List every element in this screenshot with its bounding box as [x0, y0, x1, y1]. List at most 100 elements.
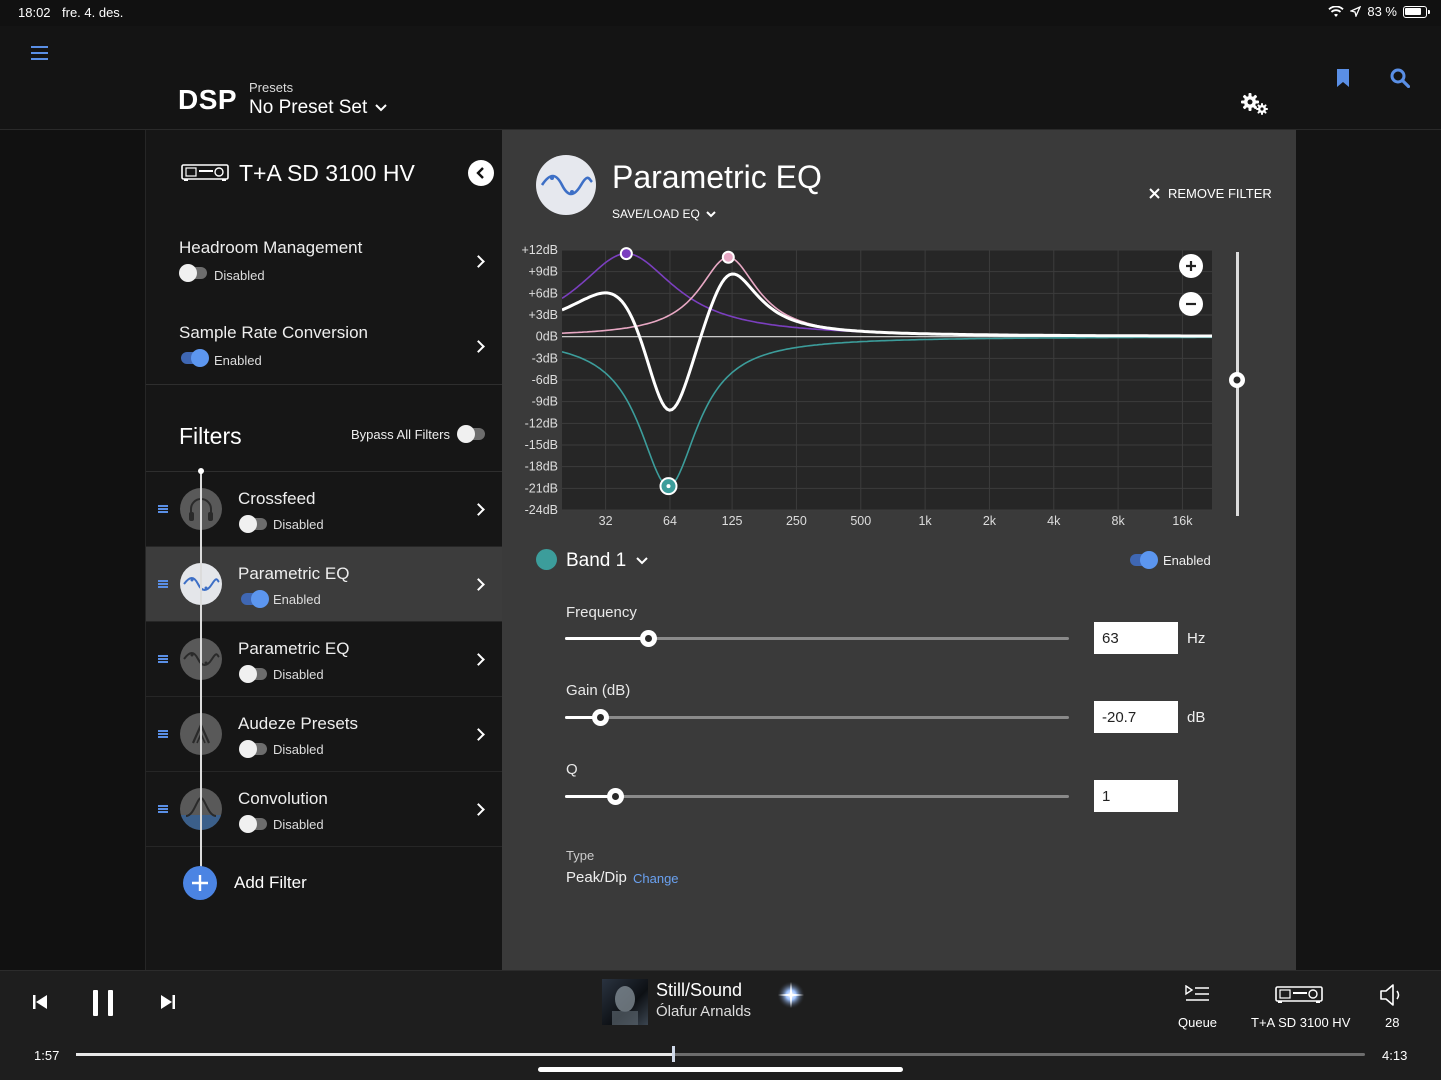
band-2-handle[interactable] [619, 247, 633, 261]
amplifier-icon[interactable] [1275, 983, 1323, 1005]
queue-icon[interactable] [1185, 985, 1210, 1003]
headroom-toggle[interactable] [179, 264, 207, 282]
filter-name: Crossfeed [238, 489, 316, 508]
band-dropdown[interactable]: Band 1 [566, 550, 648, 572]
device-row: T+A SD 3100 HV [146, 130, 503, 220]
vertical-zoom-slider-handle[interactable] [1229, 372, 1245, 388]
x-tick-label: 1k [918, 514, 932, 528]
gain-unit: dB [1187, 709, 1206, 726]
drag-handle-icon[interactable] [158, 730, 168, 738]
chevron-right-icon [472, 728, 485, 741]
filter-state: Disabled [273, 817, 324, 832]
band-enabled-toggle[interactable] [1130, 551, 1158, 569]
remove-filter-label: REMOVE FILTER [1168, 186, 1272, 201]
chevron-right-icon [472, 578, 485, 591]
q-slider[interactable] [565, 788, 1069, 805]
save-load-label: SAVE/LOAD EQ [612, 207, 700, 221]
eq-chart[interactable]: 32 64 125 250 500 1k 2k 4k 8k 16k +12dB +9dB +6dB +3d… [502, 240, 1296, 540]
x-tick-label: 8k [1112, 514, 1126, 528]
gain-slider[interactable] [565, 709, 1069, 726]
x-tick-label: 64 [663, 514, 677, 528]
filter-name: Audeze Presets [238, 714, 359, 733]
next-track-icon[interactable] [160, 994, 175, 1010]
previous-track-icon[interactable] [33, 994, 48, 1010]
bookmark-icon[interactable] [1336, 69, 1350, 87]
frequency-unit: Hz [1187, 630, 1206, 647]
y-tick-label: -24dB [525, 503, 558, 517]
filter-toggle[interactable] [239, 815, 267, 833]
chevron-right-icon [472, 340, 485, 353]
drag-handle-icon[interactable] [158, 655, 168, 663]
battery-icon [1403, 5, 1430, 18]
headroom-management-row[interactable]: Headroom Management Disabled [146, 220, 503, 305]
q-label: Q [566, 761, 578, 778]
save-load-eq-dropdown[interactable]: SAVE/LOAD EQ [612, 207, 716, 221]
filter-editor: Parametric EQ SAVE/LOAD EQ REMOVE FILTER… [502, 130, 1296, 970]
filter-toggle[interactable] [239, 740, 267, 758]
setting-state: Enabled [214, 353, 262, 368]
x-tick-label: 500 [850, 514, 871, 528]
menu-icon[interactable] [31, 46, 48, 60]
collapse-panel-button[interactable] [468, 160, 494, 186]
album-art[interactable] [602, 979, 648, 1025]
x-tick-label: 2k [983, 514, 997, 528]
bypass-all-toggle[interactable] [457, 425, 485, 443]
zoom-in-button[interactable] [1179, 254, 1203, 278]
sparkle-icon[interactable] [776, 980, 806, 1010]
filter-toggle[interactable] [239, 665, 267, 683]
filter-state: Disabled [273, 667, 324, 682]
battery-percent: 83 % [1367, 4, 1397, 19]
x-tick-label: 125 [722, 514, 743, 528]
device-name: T+A SD 3100 HV [239, 160, 415, 186]
pause-icon[interactable] [92, 990, 114, 1016]
filter-toggle[interactable] [241, 590, 269, 608]
drag-handle-icon[interactable] [158, 805, 168, 813]
type-change-link[interactable]: Change [633, 871, 679, 886]
filter-state: Disabled [273, 517, 324, 532]
frequency-slider[interactable] [565, 630, 1069, 647]
gear-icon[interactable] [1240, 92, 1270, 116]
track-artist[interactable]: Ólafur Arnalds [656, 1003, 752, 1020]
band-3-handle[interactable] [721, 250, 735, 264]
output-device-label[interactable]: T+A SD 3100 HV [1251, 1015, 1351, 1030]
page-title: DSP [178, 84, 238, 115]
frequency-input[interactable] [1094, 622, 1178, 654]
add-filter-button[interactable] [183, 866, 217, 900]
playback-progress[interactable] [76, 1046, 1365, 1062]
volume-level[interactable]: 28 [1385, 1015, 1400, 1030]
gain-input[interactable] [1094, 701, 1178, 733]
right-margin [1296, 130, 1441, 970]
volume-icon[interactable] [1379, 982, 1403, 1008]
close-icon [1149, 188, 1160, 199]
filter-chain-line [200, 470, 202, 880]
setting-state: Disabled [214, 268, 265, 283]
add-filter-label[interactable]: Add Filter [234, 873, 307, 892]
status-date: fre. 4. des. [62, 5, 124, 20]
plus-icon [192, 875, 208, 891]
track-title[interactable]: Still/Sound [656, 980, 743, 1000]
plus-icon [1186, 261, 1196, 271]
q-input[interactable] [1094, 780, 1178, 812]
remove-filter-button[interactable]: REMOVE FILTER [1149, 186, 1272, 201]
y-tick-label: +6dB [528, 286, 558, 300]
x-tick-label: 4k [1047, 514, 1061, 528]
filter-name: Parametric EQ [238, 639, 350, 658]
preset-value: No Preset Set [249, 97, 368, 118]
queue-label[interactable]: Queue [1178, 1015, 1218, 1030]
search-icon[interactable] [1390, 68, 1410, 88]
preset-dropdown[interactable]: No Preset Set [249, 97, 387, 119]
zoom-out-button[interactable] [1179, 292, 1203, 316]
filter-state: Enabled [273, 592, 321, 607]
filters-heading: Filters [179, 423, 242, 449]
sample-rate-toggle[interactable] [181, 349, 209, 367]
filter-state: Disabled [273, 742, 324, 757]
playback-scrubber[interactable] [671, 1046, 675, 1062]
drag-handle-icon[interactable] [158, 580, 168, 588]
eq-wave-icon [536, 155, 596, 215]
filter-toggle[interactable] [239, 515, 267, 533]
elapsed-time: 1:57 [34, 1048, 60, 1063]
filter-name: Convolution [238, 789, 328, 808]
filter-row-audeze-presets[interactable]: Audeze Presets Disabled [146, 697, 503, 772]
sample-rate-conversion-row[interactable]: Sample Rate Conversion Enabled [146, 305, 503, 390]
drag-handle-icon[interactable] [158, 505, 168, 513]
